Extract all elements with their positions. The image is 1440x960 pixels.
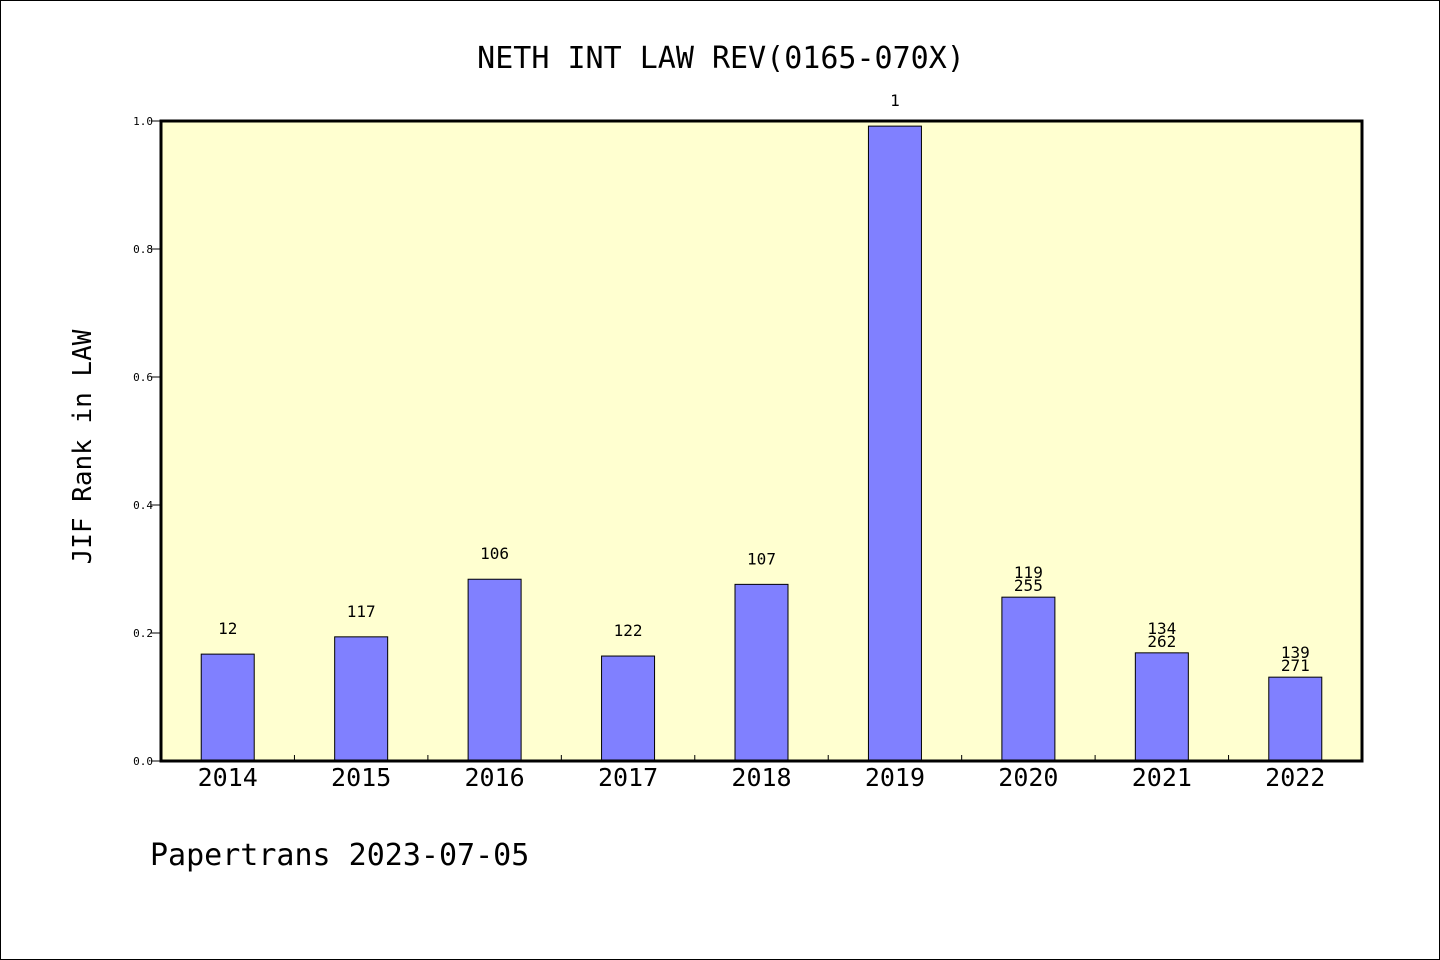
x-tick-label: 2020 xyxy=(998,763,1058,792)
data-label: 262 xyxy=(1147,632,1176,651)
data-label: 107 xyxy=(747,549,776,568)
bar-2014 xyxy=(200,653,255,762)
data-label: 12 xyxy=(218,619,237,638)
bar-2019 xyxy=(867,125,922,762)
data-label: 271 xyxy=(1281,656,1310,675)
data-label: 106 xyxy=(480,544,509,563)
x-tick-label: 2015 xyxy=(331,763,391,792)
bars xyxy=(200,125,1323,762)
data-label: 139 xyxy=(1281,643,1310,662)
bar-2020 xyxy=(1001,596,1056,762)
y-tick-label: 1.0 xyxy=(133,115,153,128)
data-label: 1 xyxy=(890,91,900,110)
x-tick-label: 2016 xyxy=(465,763,525,792)
x-tick-label: 2019 xyxy=(865,763,925,792)
data-label: 134 xyxy=(1147,619,1176,638)
bar-2021 xyxy=(1134,652,1189,762)
x-tick-label: 2022 xyxy=(1265,763,1325,792)
x-tick-label: 2014 xyxy=(198,763,258,792)
y-tick-label: 0.2 xyxy=(133,627,153,640)
plot-border xyxy=(159,119,1364,763)
y-tick-label: 0.8 xyxy=(133,243,153,256)
x-tick-label: 2021 xyxy=(1132,763,1192,792)
y-axis-label: JIF Rank in LAW xyxy=(68,329,98,564)
bar-2017 xyxy=(601,655,656,762)
y-tick-label: 0.4 xyxy=(133,499,153,512)
x-axis-ticks: 2014 2015 2016 2017 2018 2019 2020 2021 2022 xyxy=(198,755,1325,792)
bar-2015 xyxy=(334,636,389,762)
footer-text: Papertrans 2023-07-05 xyxy=(150,838,529,873)
y-tick-label: 0.6 xyxy=(133,371,153,384)
chart-title: NETH INT LAW REV(0165-070X) xyxy=(477,41,965,76)
bar-2018 xyxy=(734,583,789,762)
data-label: 122 xyxy=(614,621,643,640)
data-label: 117 xyxy=(347,602,376,621)
bar-2022 xyxy=(1268,676,1323,762)
data-label: 119 xyxy=(1014,563,1043,582)
y-tick-label: 0.0 xyxy=(133,755,153,768)
x-tick-label: 2018 xyxy=(731,763,791,792)
data-label: 255 xyxy=(1014,576,1043,595)
y-axis-ticks: 0.0 0.2 0.4 0.6 0.8 1.0 xyxy=(133,115,161,768)
x-tick-label: 2017 xyxy=(598,763,658,792)
bar-2016 xyxy=(467,578,522,762)
